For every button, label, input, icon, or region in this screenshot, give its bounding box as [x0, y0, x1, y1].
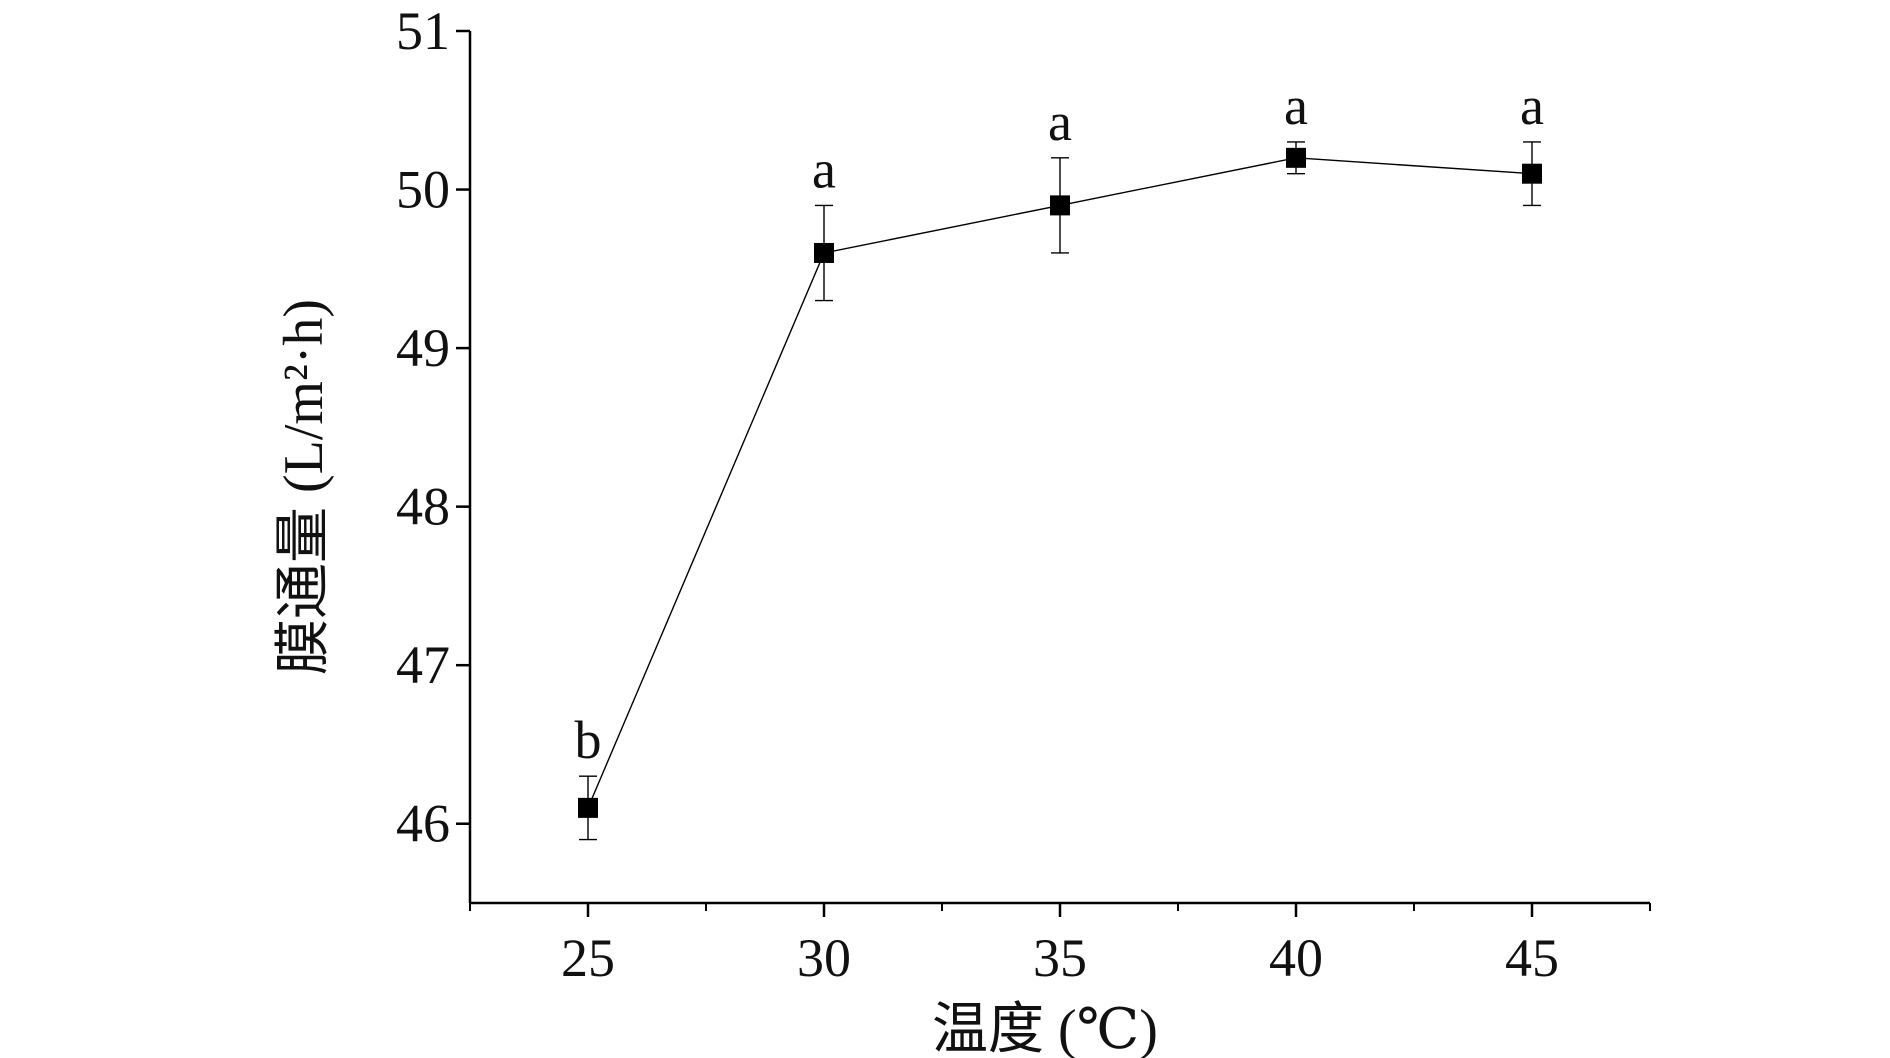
data-point [578, 797, 598, 818]
y-tick-label: 51 [396, 1, 450, 61]
y-tick-label: 49 [396, 318, 450, 378]
y-tick-label: 46 [396, 794, 450, 854]
y-tick-label: 47 [396, 635, 450, 695]
significance-label: a [1284, 76, 1308, 136]
data-point [814, 242, 834, 263]
significance-label: a [1520, 76, 1544, 136]
x-tick-label: 30 [797, 928, 851, 988]
labels-layer: b a a a a [575, 76, 1545, 770]
x-tick-label: 35 [1033, 928, 1087, 988]
series-layer [578, 141, 1542, 841]
x-tick-label: 40 [1269, 928, 1323, 988]
x-tick-label: 25 [561, 928, 615, 988]
significance-label: a [1048, 92, 1072, 152]
y-tick-label: 48 [396, 477, 450, 537]
axes: 46 47 48 49 50 51 25 30 35 40 45 [396, 1, 1651, 988]
data-point [1286, 147, 1306, 168]
data-point [1522, 163, 1542, 184]
x-axis-title: 温度 (℃) [932, 999, 1158, 1058]
significance-label: b [575, 710, 602, 770]
y-tick-label: 50 [396, 160, 450, 220]
significance-label: a [812, 139, 836, 199]
data-point [1050, 195, 1070, 216]
series-line [587, 157, 1533, 809]
y-axis-title: 膜通量 (L/m²·h) [273, 299, 335, 675]
x-tick-label: 45 [1505, 928, 1559, 988]
